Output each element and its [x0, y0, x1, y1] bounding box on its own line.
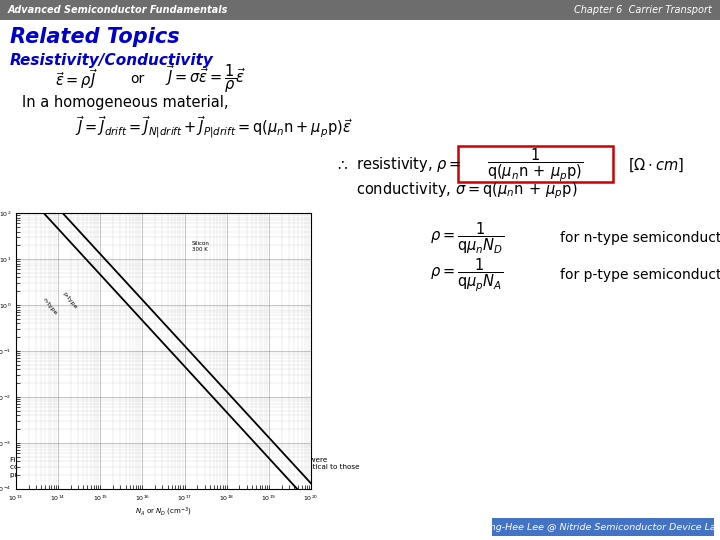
Text: Chapter 6  Carrier Transport: Chapter 6 Carrier Transport: [574, 5, 712, 15]
Text: conductivity, $\sigma = \mathrm{q}(\mu_n \mathrm{n}\, +\, \mu_p \mathrm{p})$: conductivity, $\sigma = \mathrm{q}(\mu_n…: [356, 181, 577, 201]
Bar: [492, 518, 714, 536]
Bar: [0, 0, 720, 20]
Text: Related Topics: Related Topics: [10, 27, 179, 47]
Text: $\vec{J} = \sigma\vec{\varepsilon} = \dfrac{1}{\rho}\vec{\varepsilon}$: $\vec{J} = \sigma\vec{\varepsilon} = \df…: [165, 63, 246, 95]
Bar: [458, 146, 613, 182]
Text: $\rho = \dfrac{1}{\mathrm{q}\mu_p N_A}$: $\rho = \dfrac{1}{\mathrm{q}\mu_p N_A}$: [430, 256, 503, 294]
Text: Silicon
300 K: Silicon 300 K: [192, 241, 210, 252]
Text: resistivity, $\rho =$: resistivity, $\rho =$: [356, 156, 462, 174]
Text: for p-type semiconductor: for p-type semiconductor: [560, 268, 720, 282]
Text: p-type: p-type: [61, 292, 78, 310]
Text: $\dfrac{1}{\mathrm{q}(\mu_n \mathrm{n}\, +\, \mu_p \mathrm{p})}$: $\dfrac{1}{\mathrm{q}(\mu_n \mathrm{n}\,…: [487, 146, 584, 184]
X-axis label: $N_A$ or $N_D$ (cm$^{-3}$): $N_A$ or $N_D$ (cm$^{-3}$): [135, 505, 192, 518]
Text: $[\Omega \cdot cm]$: $[\Omega \cdot cm]$: [628, 156, 684, 174]
Text: Figure 6.9   Si resistivity versus impurity concentration at 300 K. Resistivity : Figure 6.9 Si resistivity versus impurit…: [10, 457, 359, 478]
Text: $\rho = \dfrac{1}{\mathrm{q}\mu_n N_D}$: $\rho = \dfrac{1}{\mathrm{q}\mu_n N_D}$: [430, 220, 504, 256]
Text: $\vec{\varepsilon} = \rho\vec{J}$: $\vec{\varepsilon} = \rho\vec{J}$: [55, 67, 98, 91]
Text: n-type: n-type: [41, 297, 58, 316]
Text: Advanced Semiconductor Fundamentals: Advanced Semiconductor Fundamentals: [8, 5, 228, 15]
Text: or: or: [130, 72, 144, 86]
Text: In a homogeneous material,: In a homogeneous material,: [22, 96, 228, 111]
Text: for n-type semiconductor: for n-type semiconductor: [560, 231, 720, 245]
Text: $\therefore$: $\therefore$: [335, 158, 348, 172]
Text: Jung-Hee Lee @ Nitride Semiconductor Device Lab.: Jung-Hee Lee @ Nitride Semiconductor Dev…: [481, 523, 720, 531]
Text: $\vec{J} = \vec{J}_{drift} = \vec{J}_{N|drift} + \vec{J}_{P|drift} = \mathrm{q}(: $\vec{J} = \vec{J}_{drift} = \vec{J}_{N|…: [75, 114, 353, 140]
Text: Resistivity/Conductivity: Resistivity/Conductivity: [10, 52, 214, 68]
